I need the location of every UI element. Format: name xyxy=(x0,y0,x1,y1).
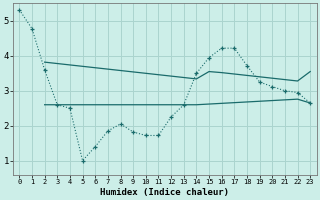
X-axis label: Humidex (Indice chaleur): Humidex (Indice chaleur) xyxy=(100,188,229,197)
